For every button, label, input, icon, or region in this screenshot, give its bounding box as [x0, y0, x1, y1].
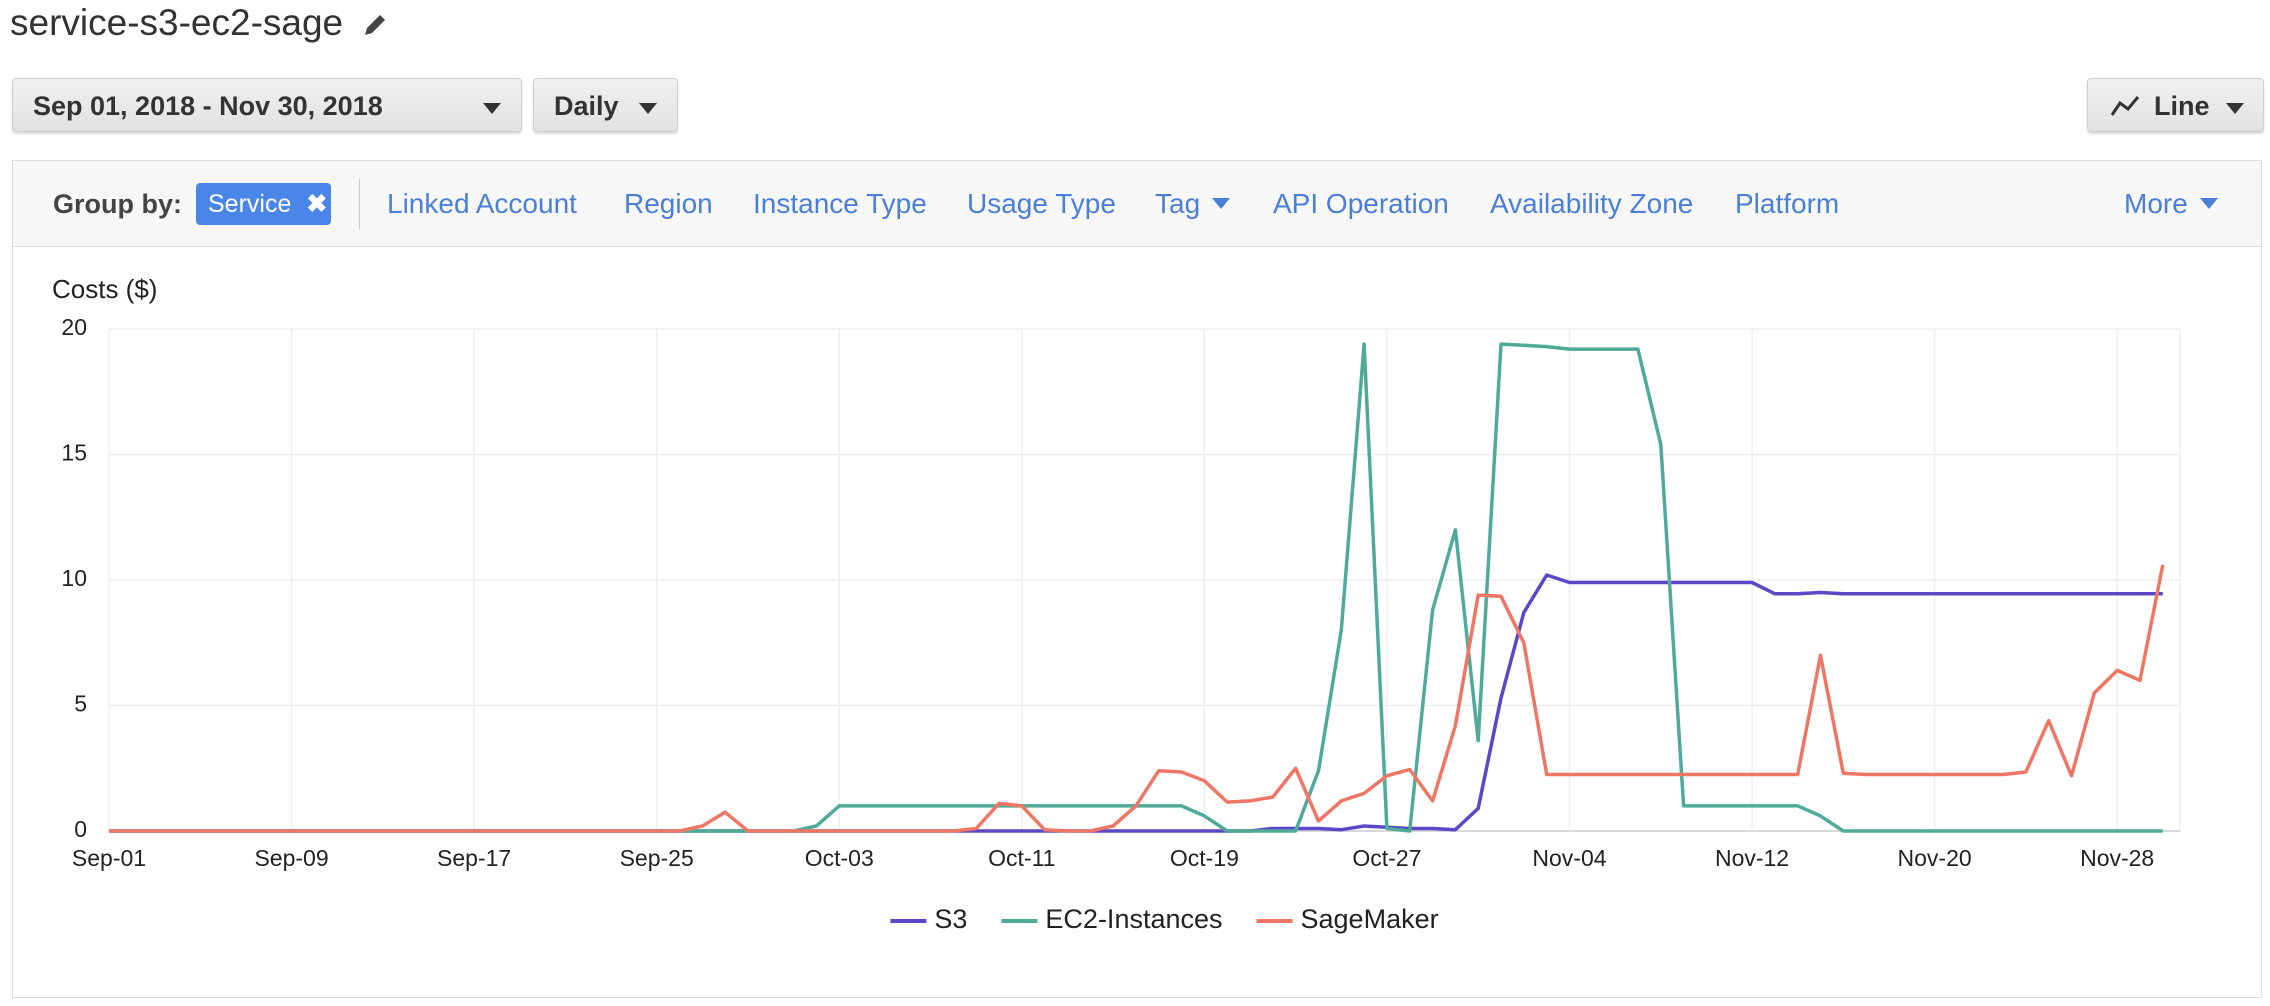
chart-type-text: Line — [2154, 91, 2210, 121]
edit-icon[interactable] — [361, 11, 389, 39]
group-option[interactable]: Region — [624, 188, 713, 219]
caret — [1212, 198, 1231, 209]
title-text: service-s3-ec2-sage — [10, 2, 344, 43]
group-option[interactable]: Linked Account — [387, 188, 577, 219]
group-option[interactable]: API Operation — [1273, 188, 1449, 219]
line-icon — [2110, 96, 2140, 116]
chart-panel — [12, 247, 2262, 998]
date-range-dropdown[interactable]: Sep 01, 2018 - Nov 30, 2018 — [12, 78, 522, 132]
date-range-text: Sep 01, 2018 - Nov 30, 2018 — [33, 91, 383, 121]
more-text: More — [2124, 188, 2188, 219]
caret — [2226, 103, 2244, 114]
group-by-bar: Group by: Service ✖ Linked Account Regio… — [12, 160, 2262, 247]
group-option[interactable]: Instance Type — [753, 188, 927, 219]
group-option[interactable]: Platform — [1735, 188, 1840, 219]
group-option[interactable]: Usage Type — [967, 188, 1116, 219]
chart-type-dropdown[interactable]: Line — [2087, 78, 2264, 132]
group-by-label: Group by: — [53, 189, 182, 219]
caret — [483, 103, 501, 114]
divider — [359, 179, 360, 229]
group-option[interactable]: Availability Zone — [1490, 188, 1694, 219]
granularity-dropdown[interactable]: Daily — [533, 78, 678, 132]
selected-chip[interactable]: Service ✖ — [196, 183, 331, 225]
report-title: service-s3-ec2-sage — [10, 2, 386, 44]
caret — [639, 103, 657, 114]
caret — [2199, 198, 2218, 209]
more-dropdown[interactable]: More — [2124, 188, 2218, 220]
chip-text: Service — [208, 190, 292, 218]
granularity-text: Daily — [554, 91, 619, 121]
chip-remove[interactable]: ✖ — [306, 190, 328, 218]
group-option-text: Tag — [1155, 188, 1201, 219]
group-option[interactable]: Tag — [1155, 188, 1231, 220]
